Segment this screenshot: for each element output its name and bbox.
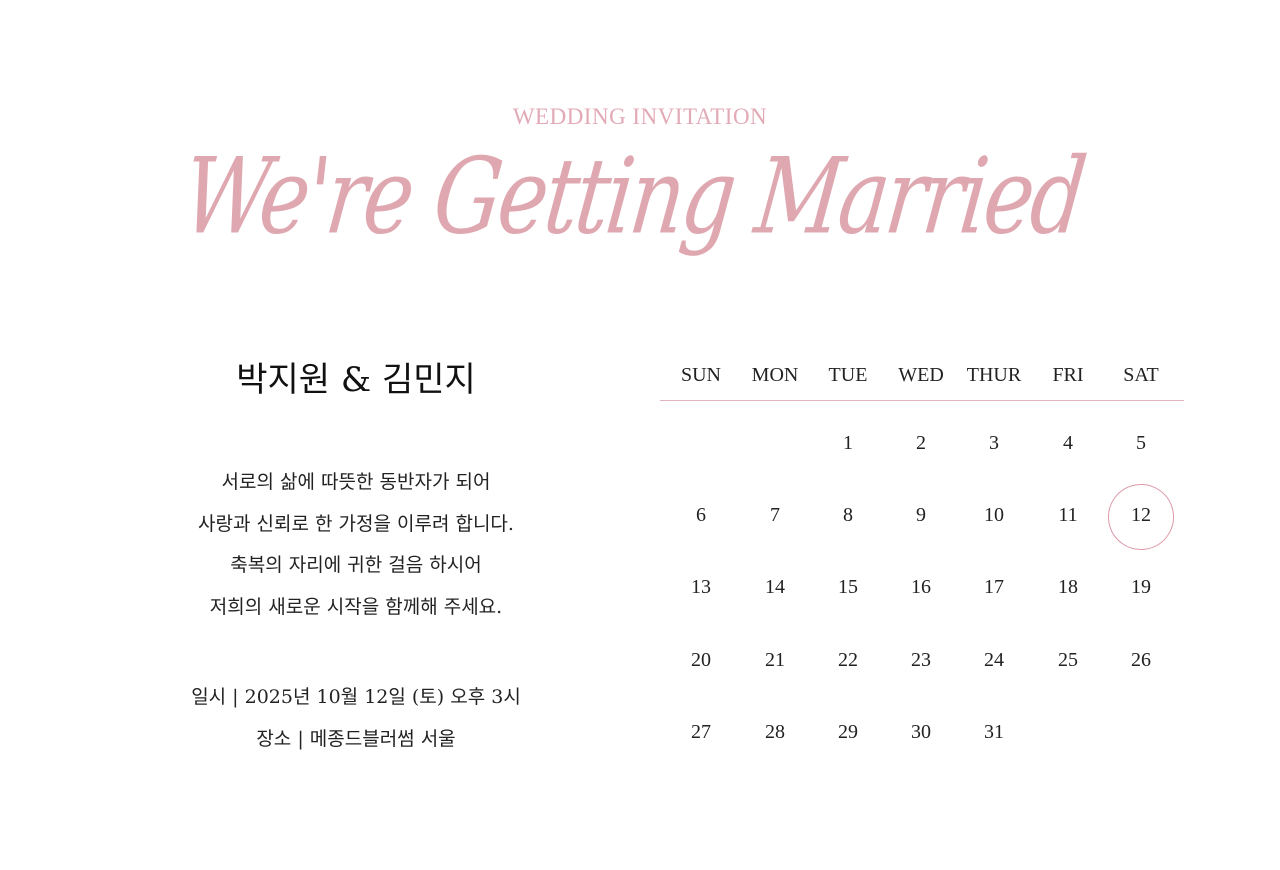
invitation-subtitle: WEDDING INVITATION	[512, 104, 768, 129]
calendar-day: 11	[1058, 504, 1078, 526]
calendar-day: 10	[984, 504, 1004, 526]
weekday-label: THUR	[966, 364, 1022, 386]
calendar-day: 5	[1136, 432, 1146, 454]
calendar-day: 21	[765, 649, 785, 671]
event-date: 일시 | 2025년 10월 12일 (토) 오후 3시	[191, 686, 521, 708]
calendar-day: 19	[1131, 576, 1151, 598]
calendar-day: 31	[984, 721, 1004, 743]
message-line: 저희의 새로운 시작을 함께해 주세요.	[209, 595, 503, 618]
calendar-day: 26	[1131, 649, 1151, 671]
calendar-day: 4	[1063, 432, 1073, 454]
calendar-day: 23	[911, 649, 931, 671]
event-details: 일시 | 2025년 10월 12일 (토) 오후 3시 장소 | 메종드블러썸…	[106, 676, 606, 760]
calendar-day: 20	[691, 649, 711, 671]
calendar-day: 8	[843, 504, 853, 526]
calendar-day: 22	[838, 649, 858, 671]
calendar-day: 15	[838, 576, 858, 598]
message-line: 축복의 자리에 귀한 걸음 하시어	[230, 554, 482, 576]
message-line: 서로의 삶에 따뜻한 동반자가 되어	[221, 471, 491, 493]
calendar-day: 3	[989, 432, 999, 454]
calendar-day: 18	[1058, 576, 1078, 598]
weekday-label: FRI	[1052, 364, 1084, 386]
event-venue: 장소 | 메종드블러썸 서울	[256, 728, 456, 750]
message-line: 사랑과 신뢰로 한 가정을 이루려 합니다.	[198, 512, 514, 535]
calendar-day: 16	[911, 576, 931, 598]
calendar-day: 13	[691, 576, 711, 598]
calendar-day: 27	[691, 721, 711, 743]
calendar-day: 29	[838, 721, 858, 743]
calendar-day: 25	[1058, 649, 1078, 671]
calendar-day-highlighted: 12	[1131, 504, 1151, 526]
calendar-day: 2	[916, 432, 926, 454]
weekday-label: MON	[751, 364, 799, 386]
calendar-day: 9	[916, 504, 926, 526]
calendar-day: 28	[765, 721, 785, 743]
calendar-day: 30	[911, 721, 931, 743]
script-title: We're Getting Married	[177, 135, 1090, 258]
calendar-divider	[660, 400, 1184, 401]
weekday-label: TUE	[828, 364, 868, 386]
weekday-label: WED	[898, 364, 944, 386]
calendar-day: 17	[984, 576, 1004, 598]
weekday-label: SAT	[1123, 364, 1159, 386]
calendar-day: 7	[770, 504, 780, 526]
calendar-day: 14	[765, 576, 785, 598]
couple-names: 박지원 & 김민지	[236, 360, 476, 400]
calendar-day: 1	[843, 432, 853, 454]
weekday-label: SUN	[680, 364, 721, 386]
calendar-day: 6	[696, 504, 706, 526]
invitation-message: 서로의 삶에 따뜻한 동반자가 되어 사랑과 신뢰로 한 가정을 이루려 합니다…	[106, 462, 606, 628]
calendar-day: 24	[984, 649, 1004, 671]
